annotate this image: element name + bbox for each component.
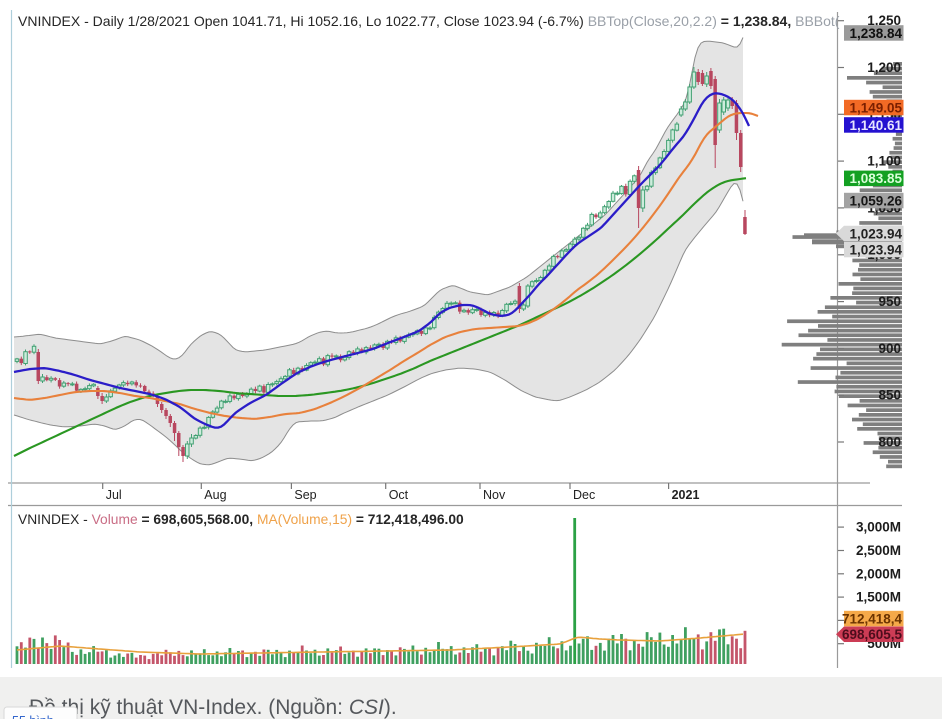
svg-text:Sep: Sep bbox=[294, 488, 316, 502]
svg-text:3,000M: 3,000M bbox=[856, 520, 901, 535]
svg-text:950: 950 bbox=[878, 294, 901, 309]
svg-text:Đồ thị kỹ thuật VN-Index. (Ngu: Đồ thị kỹ thuật VN-Index. (Nguồn: CSI). bbox=[29, 696, 397, 719]
svg-text:Aug: Aug bbox=[204, 488, 226, 502]
svg-text:1,083.85: 1,083.85 bbox=[849, 171, 902, 186]
svg-text:850: 850 bbox=[878, 388, 901, 403]
svg-text:1,059.26: 1,059.26 bbox=[849, 193, 902, 208]
svg-text:2,000M: 2,000M bbox=[856, 566, 901, 581]
svg-text:VNINDEX - Daily 1/28/2021 Open: VNINDEX - Daily 1/28/2021 Open 1041.71, … bbox=[18, 13, 840, 29]
svg-text:698,605,5: 698,605,5 bbox=[842, 627, 903, 642]
svg-text:900: 900 bbox=[878, 341, 901, 356]
svg-text:Nov: Nov bbox=[483, 488, 506, 502]
svg-text:800: 800 bbox=[878, 435, 901, 450]
svg-text:2,500M: 2,500M bbox=[856, 543, 901, 558]
svg-text:55 bình: 55 bình bbox=[12, 714, 54, 719]
svg-text:1,500M: 1,500M bbox=[856, 590, 901, 605]
svg-text:1,238.84: 1,238.84 bbox=[849, 26, 902, 41]
svg-text:1,140.61: 1,140.61 bbox=[849, 118, 902, 133]
svg-text:1,200: 1,200 bbox=[867, 60, 901, 75]
svg-text:VNINDEX - Volume = 698,605,568: VNINDEX - Volume = 698,605,568.00, MA(Vo… bbox=[18, 512, 464, 527]
svg-text:1,023.94: 1,023.94 bbox=[849, 242, 902, 257]
svg-text:1,149.05: 1,149.05 bbox=[849, 100, 902, 115]
svg-text:1,250: 1,250 bbox=[867, 13, 901, 28]
svg-text:Oct: Oct bbox=[389, 488, 409, 502]
svg-text:Dec: Dec bbox=[573, 488, 595, 502]
svg-text:1,100: 1,100 bbox=[867, 154, 901, 169]
svg-text:1,023.94: 1,023.94 bbox=[849, 226, 902, 241]
svg-text:Jul: Jul bbox=[106, 488, 122, 502]
svg-text:712,418,4: 712,418,4 bbox=[842, 611, 903, 626]
svg-text:2021: 2021 bbox=[672, 488, 700, 502]
